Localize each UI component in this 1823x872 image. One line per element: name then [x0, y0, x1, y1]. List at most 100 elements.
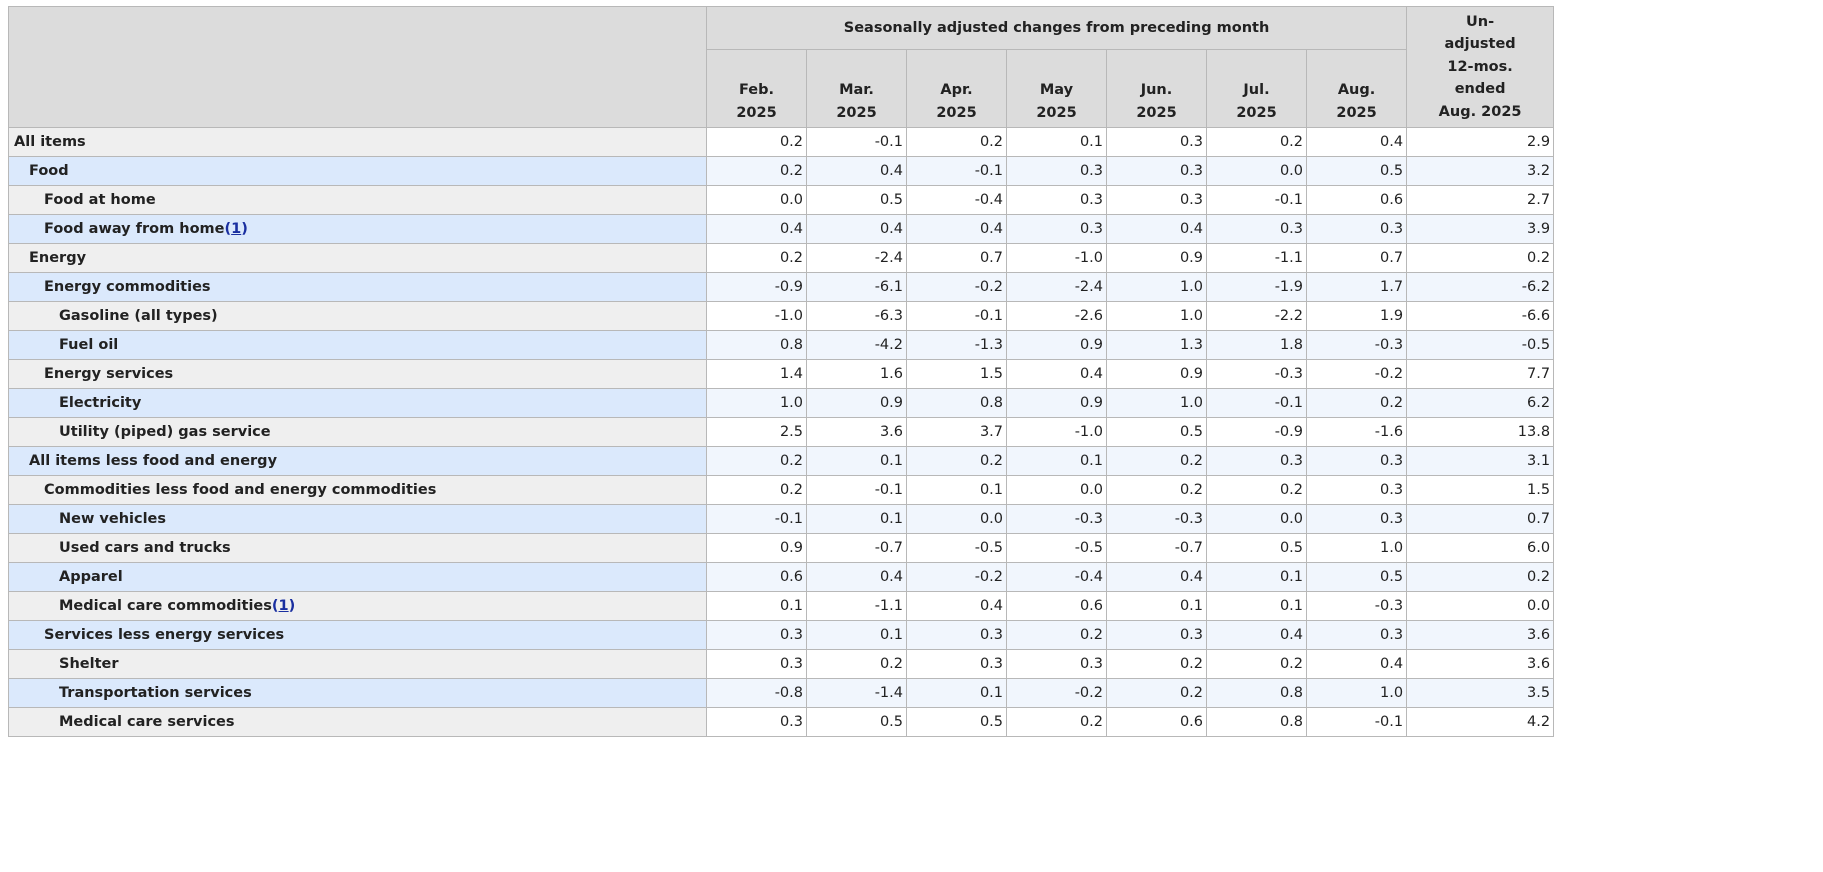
value-cell: -0.8 — [706, 678, 807, 708]
table-row: Energy services 1.4 1.6 1.5 0.4 0.9 -0.3 -0.2 7.… — [8, 359, 1555, 389]
value-cell: -0.5 — [906, 533, 1007, 563]
table-row: Shelter 0.3 0.2 0.3 0.3 0.2 0.2 0.4 3.6 — [8, 649, 1555, 679]
table-body: All items 0.2 -0.1 0.2 0.1 0.3 0.2 0.4 2.9 Food 0.… — [8, 127, 1555, 737]
value-cell: 1.0 — [1305, 678, 1408, 708]
value-cell: -1.9 — [1206, 272, 1307, 302]
table-row: Services less energy services 0.3 0.1 0.3 0.… — [8, 620, 1555, 650]
value-cell: 0.5 — [1305, 562, 1408, 592]
value-cell: 0.9 — [806, 388, 907, 418]
row-label-text: Food — [29, 163, 69, 179]
value-cell: 0.3 — [1206, 446, 1307, 476]
value-cell: 0.3 — [906, 620, 1007, 650]
value-cell: 0.0 — [906, 504, 1007, 534]
value-cell: 1.0 — [1106, 301, 1207, 331]
row-label: Utility (piped) gas service — [8, 417, 707, 447]
value-cell: 0.1 — [806, 446, 907, 476]
value-cell: -0.7 — [806, 533, 907, 563]
unadjusted-value-cell: 3.2 — [1406, 156, 1555, 186]
month-header-month: Jul. — [1243, 82, 1270, 98]
value-cell: 0.2 — [706, 243, 807, 273]
value-cell: 0.2 — [1006, 707, 1107, 737]
value-cell: 0.4 — [1006, 359, 1107, 389]
value-cell: -1.0 — [706, 301, 807, 331]
value-cell: 0.6 — [1305, 185, 1408, 215]
value-cell: -1.3 — [906, 330, 1007, 360]
value-cell: 0.3 — [1305, 214, 1408, 244]
month-header-row: Feb. 2025 Mar. 2025 Apr. 2025 May 2025 Jun. 2025 J… — [9, 49, 1554, 128]
value-cell: 1.9 — [1305, 301, 1408, 331]
value-cell: 0.3 — [706, 620, 807, 650]
row-label-text: Food away from home — [44, 221, 225, 237]
value-cell: 0.2 — [706, 156, 807, 186]
value-cell: 0.2 — [1106, 678, 1207, 708]
value-cell: 0.6 — [706, 562, 807, 592]
row-label-text: Services less energy services — [44, 627, 285, 643]
value-cell: -2.6 — [1006, 301, 1107, 331]
row-label-text: Medical care commodities — [59, 598, 272, 614]
value-cell: 1.3 — [1106, 330, 1207, 360]
value-cell: 0.5 — [1305, 156, 1408, 186]
value-cell: 0.1 — [906, 678, 1007, 708]
value-cell: -2.4 — [1006, 272, 1107, 302]
value-cell: 0.9 — [1006, 330, 1107, 360]
unadjusted-header-line: ended — [1454, 81, 1506, 98]
value-cell: 0.8 — [706, 330, 807, 360]
month-header-year: 2025 — [836, 104, 877, 121]
row-label-text: Used cars and trucks — [59, 540, 231, 556]
value-cell: 0.1 — [1106, 591, 1207, 621]
table-row: Energy 0.2 -2.4 0.7 -1.0 0.9 -1.1 0.7 0.2 — [8, 243, 1555, 273]
value-cell: -0.3 — [1305, 591, 1408, 621]
row-label: All items — [8, 127, 707, 157]
footnote-link[interactable]: 1 — [278, 598, 289, 614]
value-cell: 1.4 — [706, 359, 807, 389]
value-cell: -2.2 — [1206, 301, 1307, 331]
table-row: Medical care services 0.3 0.5 0.5 0.2 0.6 0.8-… — [8, 707, 1555, 737]
value-cell: -1.1 — [1206, 243, 1307, 273]
table-row: Fuel oil 0.8 -4.2 -1.3 0.9 1.3 1.8 -0.3 -0.5 — [8, 330, 1555, 360]
value-cell: 1.5 — [906, 359, 1007, 389]
value-cell: 0.2 — [1206, 475, 1307, 505]
row-label: Commodities less food and energy commodi… — [8, 475, 707, 505]
value-cell: -6.3 — [806, 301, 907, 331]
unadjusted-value-cell: -0.5 — [1406, 330, 1555, 360]
value-cell: 0.4 — [1106, 562, 1207, 592]
value-cell: -0.1 — [906, 301, 1007, 331]
row-label-text: Energy — [29, 250, 87, 266]
value-cell: 0.8 — [1206, 678, 1307, 708]
value-cell: -0.1 — [906, 156, 1007, 186]
table-row: Gasoline (all types) -1.0 -6.3 -0.1 -2.6 1.0-… — [8, 301, 1555, 331]
value-cell: 0.5 — [806, 707, 907, 737]
value-cell: 0.2 — [1106, 475, 1207, 505]
value-cell: 0.8 — [1206, 707, 1307, 737]
table-row: Energy commodities -0.9 -6.1 -0.2 -2.4 1.0 -1.… — [8, 272, 1555, 302]
row-label: Electricity — [8, 388, 707, 418]
row-label: Energy services — [8, 359, 707, 389]
unadjusted-header-line: Aug. 2025 — [1438, 103, 1522, 120]
value-cell: -0.9 — [706, 272, 807, 302]
row-label: Apparel — [8, 562, 707, 592]
cpi-changes-table: Seasonally adjusted changes from precedi… — [8, 6, 1555, 737]
value-cell: 0.3 — [906, 649, 1007, 679]
value-cell: 0.9 — [1006, 388, 1107, 418]
unadjusted-value-cell: 3.9 — [1406, 214, 1555, 244]
value-cell: -0.9 — [1206, 417, 1307, 447]
value-cell: 0.3 — [1106, 127, 1207, 157]
footnote-link[interactable]: 1 — [231, 221, 242, 237]
value-cell: 0.3 — [1006, 156, 1107, 186]
value-cell: 0.7 — [906, 243, 1007, 273]
table-row: New vehicles -0.1 0.1 0.0 -0.3 -0.3 0.0 0.3 0.7 — [8, 504, 1555, 534]
value-cell: 0.1 — [1206, 562, 1307, 592]
value-cell: -0.2 — [906, 272, 1007, 302]
row-label: All items less food and energy — [8, 446, 707, 476]
unadjusted-value-cell: 1.5 — [1406, 475, 1555, 505]
value-cell: 1.0 — [1106, 272, 1207, 302]
value-cell: -1.4 — [806, 678, 907, 708]
row-label-text: Apparel — [59, 569, 123, 585]
value-cell: 0.6 — [1106, 707, 1207, 737]
value-cell: 0.2 — [1106, 446, 1207, 476]
seasonally-adjusted-group-header: Seasonally adjusted changes from precedi… — [705, 6, 1408, 50]
unadjusted-value-cell: 13.8 — [1406, 417, 1555, 447]
row-label: Energy — [8, 243, 707, 273]
unadjusted-header: Un- adjusted 12-mos. ended Aug. 2025 — [1406, 6, 1555, 128]
month-header: Apr. 2025 — [906, 49, 1007, 128]
